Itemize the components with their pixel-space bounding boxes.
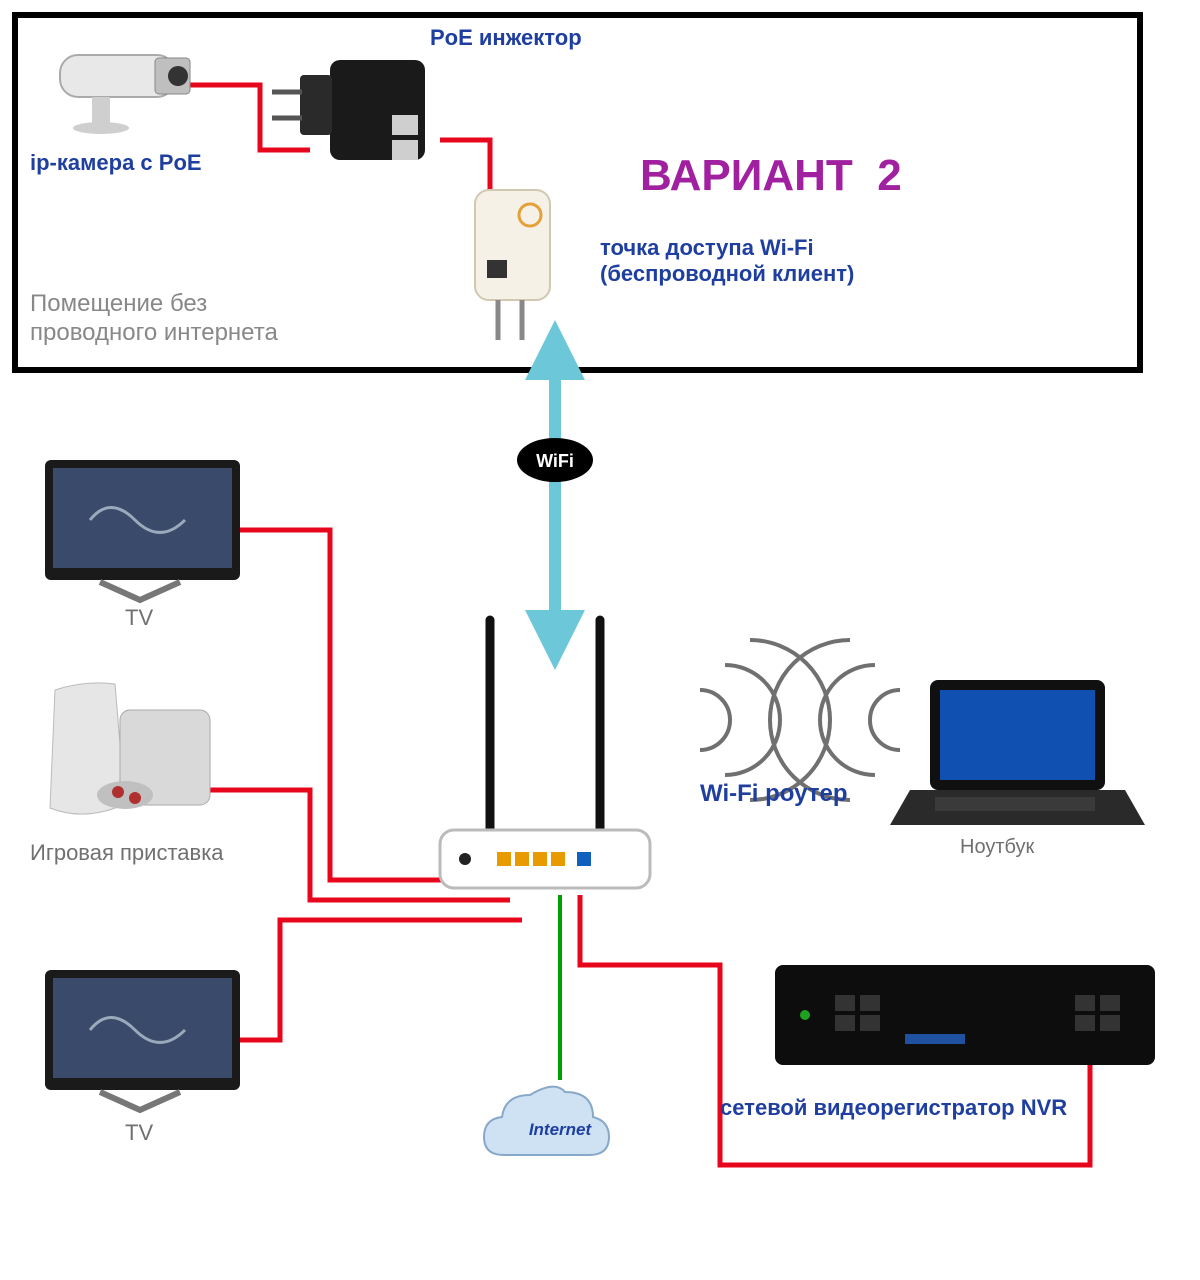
room-caption: Помещение без проводного интернета xyxy=(30,290,278,348)
tv1-label: TV xyxy=(125,605,153,631)
console-icon xyxy=(50,683,210,814)
router-label: Wi-Fi роутер xyxy=(700,780,848,809)
router-icon xyxy=(440,620,650,888)
wifi-badge: WiFi xyxy=(517,438,593,482)
nvr-label: сетевой видеорегистратор NVR xyxy=(720,1095,1067,1121)
cable-tv2-router xyxy=(235,920,522,1040)
camera-label: ip-камера c PoE xyxy=(30,150,202,176)
internet-cloud-icon: Internet xyxy=(484,1087,609,1155)
tv2-label: TV xyxy=(125,1120,153,1146)
ap-label: точка доступа Wi-Fi (беспроводной клиент… xyxy=(600,235,854,288)
diagram-svg: WiFi xyxy=(0,0,1200,1280)
console-label: Игровая приставка xyxy=(30,840,224,866)
radio-arcs xyxy=(700,640,900,800)
laptop-icon xyxy=(890,680,1145,825)
ip-camera-icon xyxy=(60,55,190,134)
tv2-icon xyxy=(45,970,240,1110)
cable-tv1-router xyxy=(235,530,498,880)
wifi-ap-icon xyxy=(475,190,550,340)
poe-label: PoE инжектор xyxy=(430,25,582,51)
svg-text:WiFi: WiFi xyxy=(536,451,574,471)
laptop-label: Ноутбук xyxy=(960,835,1034,859)
tv1-icon xyxy=(45,460,240,600)
poe-injector-icon xyxy=(272,60,425,160)
nvr-icon xyxy=(775,965,1155,1065)
title: ВАРИАНТ 2 xyxy=(640,150,902,203)
svg-text:Internet: Internet xyxy=(529,1120,593,1139)
